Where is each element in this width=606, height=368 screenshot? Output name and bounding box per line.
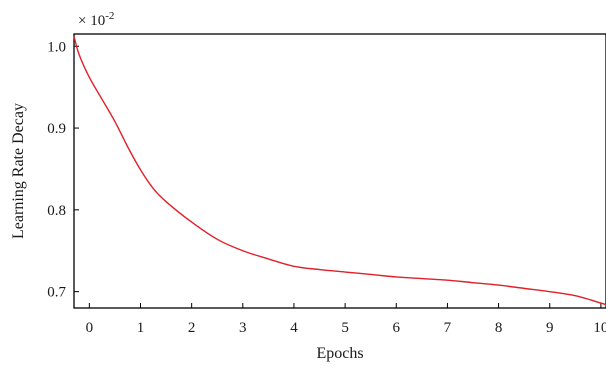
x-tick-label: 4 bbox=[290, 320, 298, 336]
y-axis-title: Learning Rate Decay bbox=[10, 103, 27, 239]
x-tick-label: 7 bbox=[444, 320, 452, 336]
plot-area-frame bbox=[73, 33, 606, 309]
y-tick-label: 1.0 bbox=[47, 39, 66, 55]
x-tick-label: 10 bbox=[593, 320, 606, 336]
x-axis-title: Epochs bbox=[316, 345, 363, 362]
x-tick-label: 0 bbox=[86, 320, 94, 336]
y-tick-label: 0.8 bbox=[47, 203, 66, 219]
x-tick-label: 3 bbox=[239, 320, 247, 336]
x-tick-label: 8 bbox=[495, 320, 503, 336]
series-group bbox=[73, 36, 606, 306]
x-tick-label: 9 bbox=[546, 320, 554, 336]
y-axis-scale-label: × 10-2 bbox=[78, 10, 114, 29]
x-tick-label: 2 bbox=[188, 320, 196, 336]
x-axis-ticks: 0 1 2 3 4 5 6 7 8 9 10 bbox=[86, 303, 606, 336]
y-tick-label: 0.9 bbox=[47, 121, 66, 137]
x-tick-label: 1 bbox=[137, 320, 145, 336]
series-line bbox=[73, 36, 606, 306]
y-tick-label: 0.7 bbox=[47, 285, 66, 301]
x-tick-label: 6 bbox=[393, 320, 401, 336]
x-tick-label: 5 bbox=[341, 320, 349, 336]
y-axis-ticks: 0.7 0.8 0.9 1.0 bbox=[47, 39, 79, 301]
